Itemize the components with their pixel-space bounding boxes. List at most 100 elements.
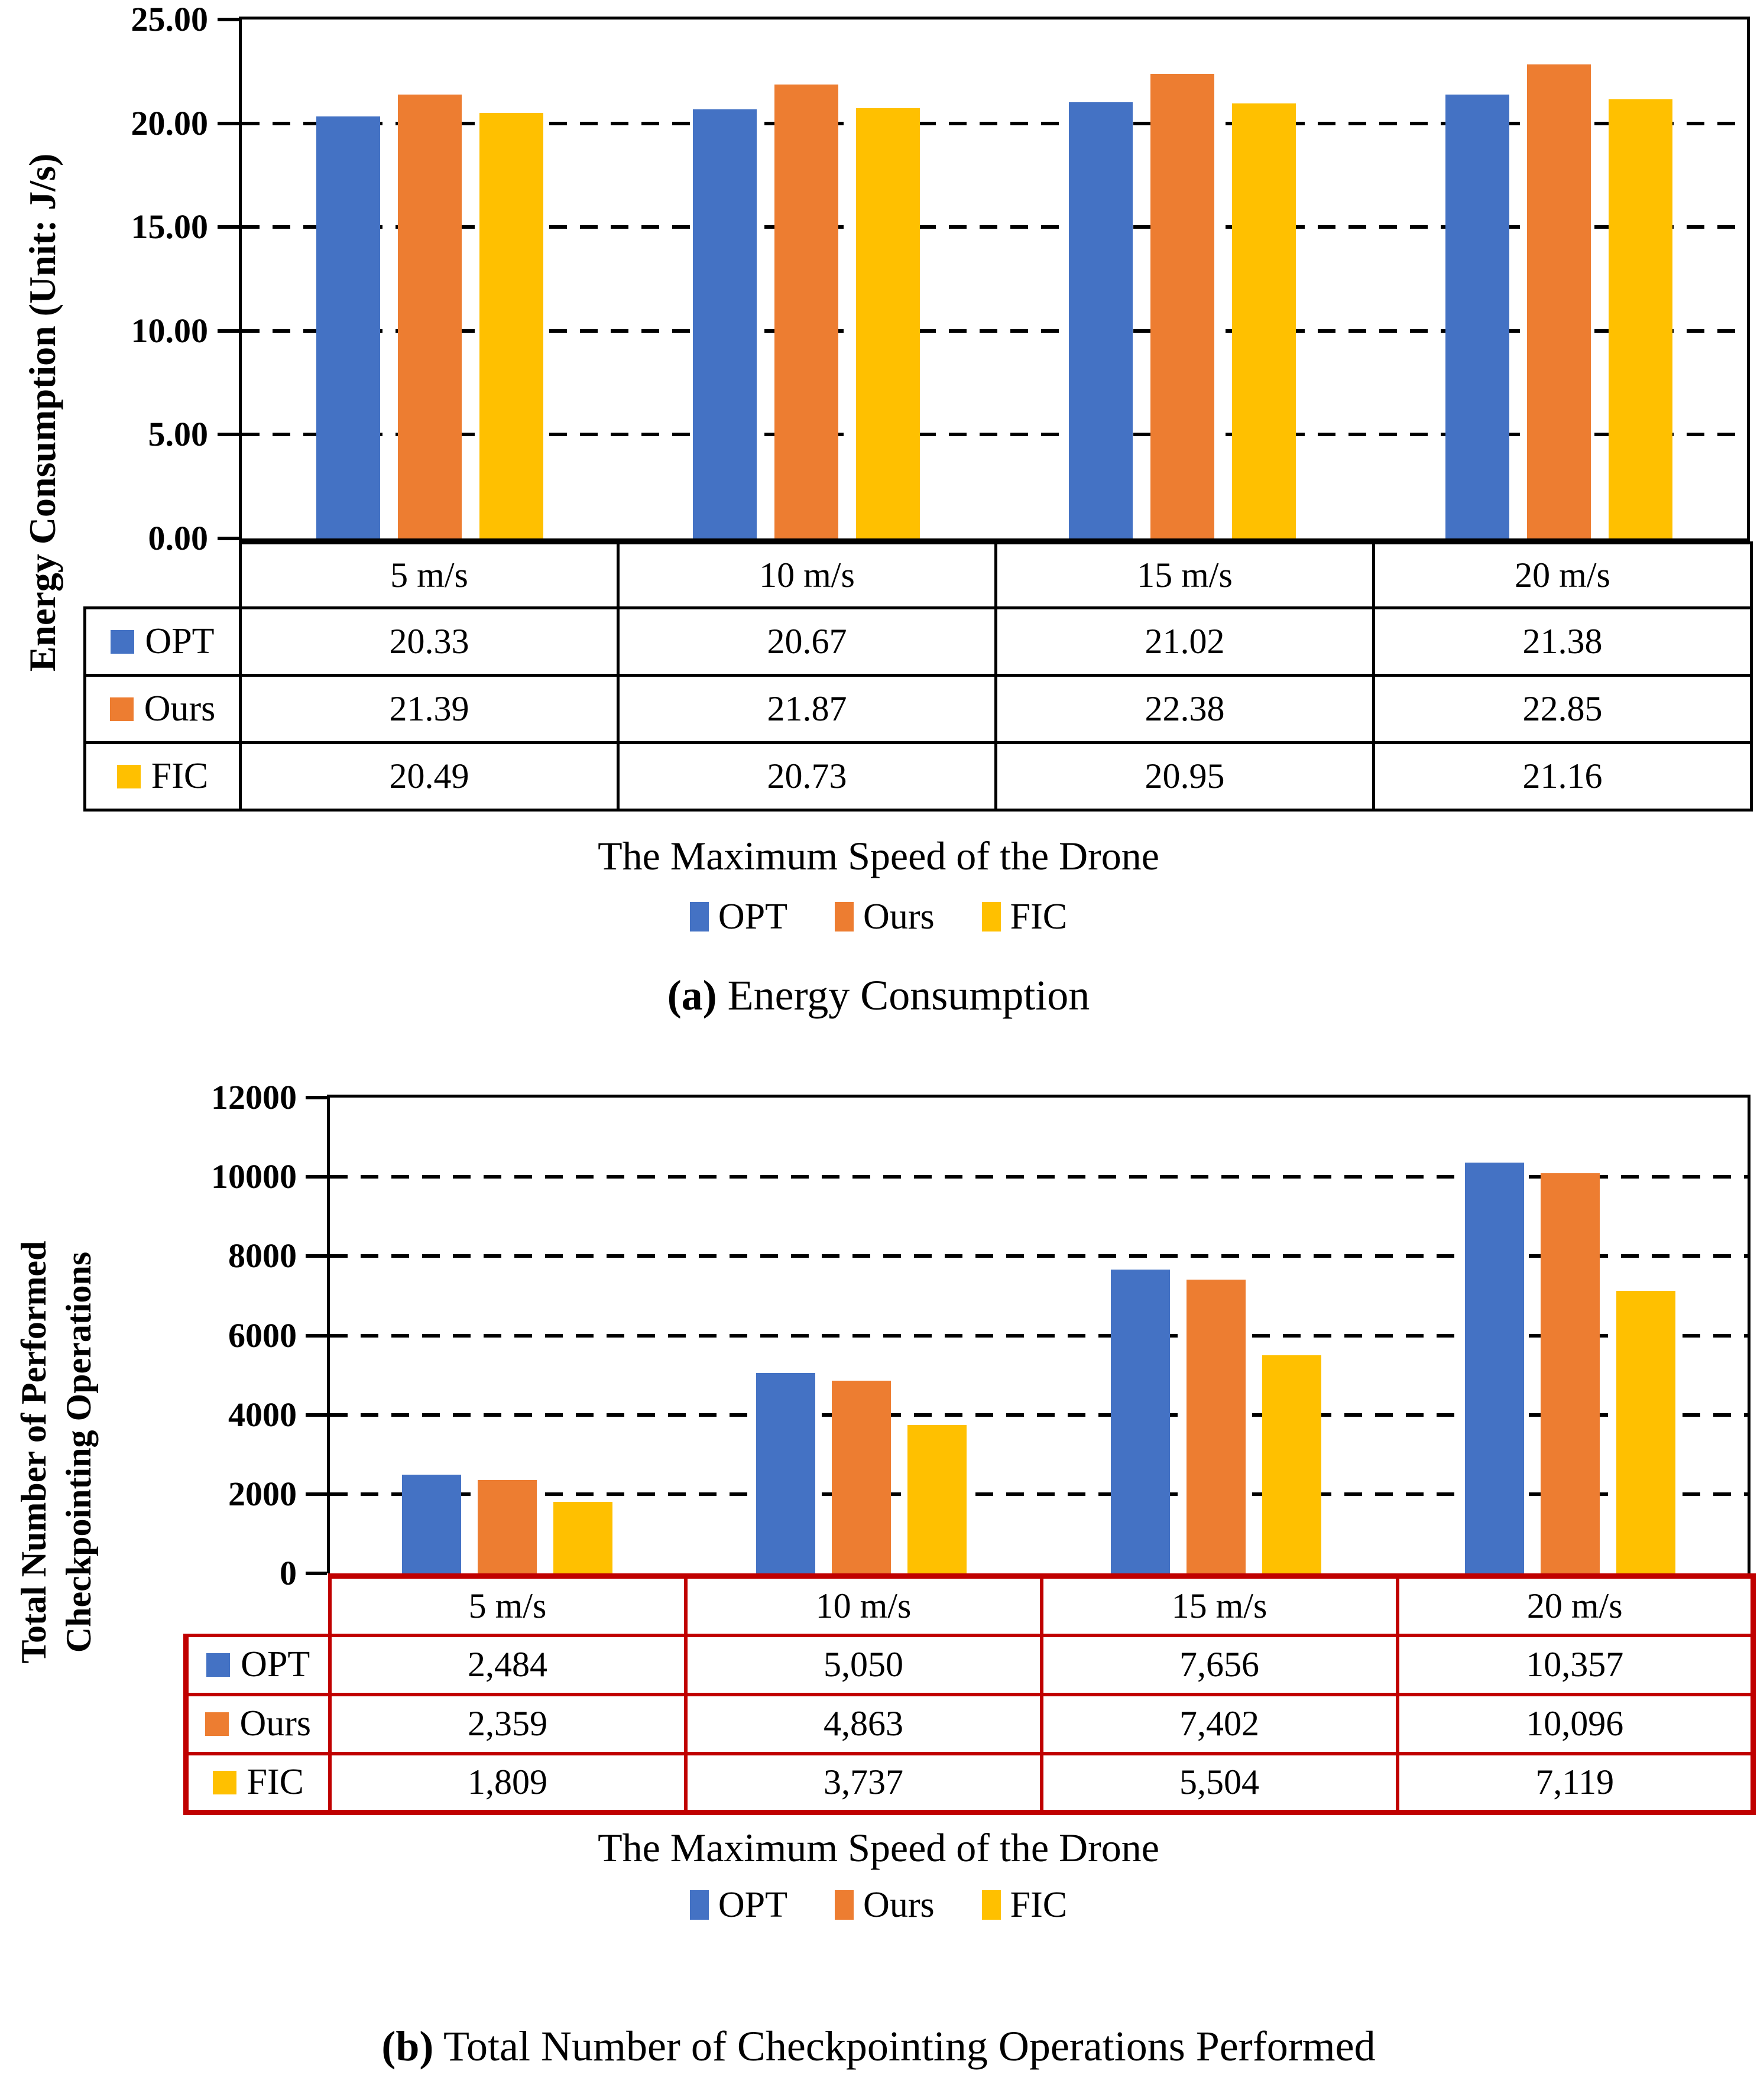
bar-ours-15m/s bbox=[1150, 74, 1215, 538]
table-value-cell: 5,504 bbox=[1039, 1751, 1399, 1815]
legend-color-swatch-fic bbox=[981, 902, 1001, 931]
y-axis-tick-mark bbox=[306, 1572, 327, 1575]
y-axis-tick-mark bbox=[306, 1254, 327, 1258]
bar-fic-10m/s bbox=[855, 108, 920, 538]
table-value-cell: 22.38 bbox=[994, 674, 1375, 744]
legend-color-swatch-ours bbox=[835, 902, 854, 931]
table-value-cell: 21.38 bbox=[1372, 606, 1753, 677]
gridline bbox=[330, 1254, 1748, 1258]
y-axis-tick-label: 25.00 bbox=[131, 0, 209, 38]
y-axis-tick-mark bbox=[218, 18, 239, 21]
bar-ours-20m/s bbox=[1526, 64, 1591, 538]
series-name: OPT bbox=[145, 621, 215, 661]
table-header-cell: 5 m/s bbox=[239, 541, 620, 609]
table-value-cell: 7,402 bbox=[1039, 1692, 1399, 1755]
bar-fic-20m/s bbox=[1608, 99, 1672, 538]
legend-color-swatch-opt bbox=[689, 902, 709, 931]
data-table: 5 m/s 10 m/s 15 m/s 20 m/s OPT 2,484 5,050 7,65… bbox=[183, 1573, 1756, 1815]
bar-opt-15m/s bbox=[1110, 1270, 1170, 1573]
bar-opt-20m/s bbox=[1445, 95, 1509, 538]
table-header-cell: 15 m/s bbox=[1039, 1573, 1399, 1637]
series-color-swatch-fic bbox=[212, 1770, 236, 1794]
bar-ours-5m/s bbox=[398, 94, 462, 538]
y-axis-title: Total Number of Performed Checkpointing … bbox=[11, 1024, 101, 1881]
y-axis-tick-label: 12000 bbox=[211, 1078, 297, 1116]
bar-ours-20m/s bbox=[1541, 1173, 1600, 1573]
series-color-swatch-ours bbox=[205, 1712, 229, 1736]
bar-fic-10m/s bbox=[907, 1425, 967, 1573]
bar-opt-5m/s bbox=[316, 116, 381, 538]
series-label-cell: Ours bbox=[83, 674, 242, 744]
legend-label: Ours bbox=[863, 897, 935, 937]
y-axis-tick-mark bbox=[218, 537, 239, 540]
table-value-cell: 7,656 bbox=[1039, 1633, 1399, 1696]
table-value-cell: 21.39 bbox=[239, 674, 620, 744]
legend-color-swatch-ours bbox=[835, 1890, 854, 1920]
bar-ours-15m/s bbox=[1186, 1280, 1246, 1573]
table-row: FIC 20.49 20.73 20.95 21.16 bbox=[83, 741, 1753, 812]
figure-caption-a: (a) Energy Consumption bbox=[0, 967, 1757, 1024]
table-value-cell: 22.85 bbox=[1372, 674, 1753, 744]
table-value-cell: 2,359 bbox=[328, 1692, 688, 1755]
table-value-cell: 20.67 bbox=[617, 606, 997, 677]
y-axis-tick-mark bbox=[306, 1175, 327, 1179]
y-axis-tick-label: 0.00 bbox=[148, 519, 209, 557]
bar-fic-15m/s bbox=[1232, 103, 1296, 538]
table-header-cell: 5 m/s bbox=[328, 1573, 688, 1637]
y-axis-title-line-2: Checkpointing Operations bbox=[59, 1251, 98, 1653]
y-axis-tick-mark bbox=[218, 225, 239, 229]
table-header-row: 5 m/s 10 m/s 15 m/s 20 m/s bbox=[85, 541, 1753, 609]
legend-item-ours: Ours bbox=[835, 1884, 935, 1926]
bar-ours-5m/s bbox=[477, 1479, 537, 1573]
bar-ours-10m/s bbox=[774, 84, 838, 538]
table-value-cell: 20.73 bbox=[617, 741, 997, 812]
series-label-cell: Ours bbox=[183, 1692, 332, 1755]
legend-label: OPT bbox=[718, 1885, 788, 1925]
y-axis-tick-label: 6000 bbox=[228, 1316, 297, 1355]
legend-item-fic: FIC bbox=[981, 1884, 1067, 1926]
table-value-cell: 10,096 bbox=[1395, 1692, 1756, 1755]
gridline bbox=[330, 1413, 1748, 1417]
series-color-swatch-opt bbox=[206, 1653, 231, 1677]
plot-inner bbox=[330, 1098, 1748, 1573]
table-header-cell: 20 m/s bbox=[1372, 541, 1753, 609]
table-value-cell: 20.49 bbox=[239, 741, 620, 812]
chart-a-energy-consumption: Energy Consumption (Unit: J/s) 5 m/s 10 m… bbox=[0, 0, 1757, 1024]
series-label: Ours bbox=[86, 688, 239, 730]
gridline bbox=[330, 1175, 1748, 1179]
y-axis-tick-mark bbox=[306, 1096, 327, 1099]
series-name: FIC bbox=[151, 756, 209, 796]
legend: OPT Ours FIC bbox=[0, 896, 1757, 937]
series-color-swatch-opt bbox=[111, 629, 135, 654]
series-name: FIC bbox=[247, 1762, 304, 1803]
figure-caption-b: (b) Total Number of Checkpointing Operat… bbox=[0, 2018, 1757, 2075]
caption-text: Total Number of Checkpointing Operations… bbox=[443, 2023, 1376, 2070]
gridline bbox=[242, 121, 1747, 125]
series-label-cell: OPT bbox=[83, 606, 242, 677]
caption-tag: (a) bbox=[667, 972, 717, 1019]
data-table-box: 5 m/s 10 m/s 15 m/s 20 m/s OPT 2,484 5,050 7,65… bbox=[183, 1573, 1756, 1815]
series-name: OPT bbox=[241, 1644, 310, 1684]
gridline bbox=[242, 225, 1747, 229]
table-value-cell: 7,119 bbox=[1395, 1751, 1756, 1815]
plot-area bbox=[327, 1095, 1750, 1573]
series-label: OPT bbox=[189, 1644, 328, 1686]
table-value-cell: 4,863 bbox=[683, 1692, 1043, 1755]
y-axis-tick-label: 4000 bbox=[228, 1395, 297, 1434]
table-row: OPT 2,484 5,050 7,656 10,357 bbox=[183, 1633, 1756, 1696]
legend-item-opt: OPT bbox=[689, 1884, 788, 1926]
y-axis-tick-label: 2000 bbox=[228, 1474, 297, 1513]
y-axis-tick-mark bbox=[218, 433, 239, 437]
bar-fic-5m/s bbox=[553, 1501, 612, 1573]
bar-opt-10m/s bbox=[692, 109, 757, 538]
series-name: Ours bbox=[239, 1703, 312, 1744]
series-label-cell: OPT bbox=[183, 1633, 332, 1696]
chart-b-checkpointing-operations: Total Number of Performed Checkpointing … bbox=[0, 1058, 1757, 2100]
caption-text: Energy Consumption bbox=[727, 972, 1090, 1019]
legend-label: OPT bbox=[718, 897, 788, 937]
y-axis-tick-label: 10000 bbox=[211, 1157, 297, 1196]
series-label: OPT bbox=[86, 621, 239, 663]
y-axis-tick-mark bbox=[218, 121, 239, 125]
table-row: FIC 1,809 3,737 5,504 7,119 bbox=[183, 1751, 1756, 1815]
table-header-cell: 10 m/s bbox=[617, 541, 997, 609]
